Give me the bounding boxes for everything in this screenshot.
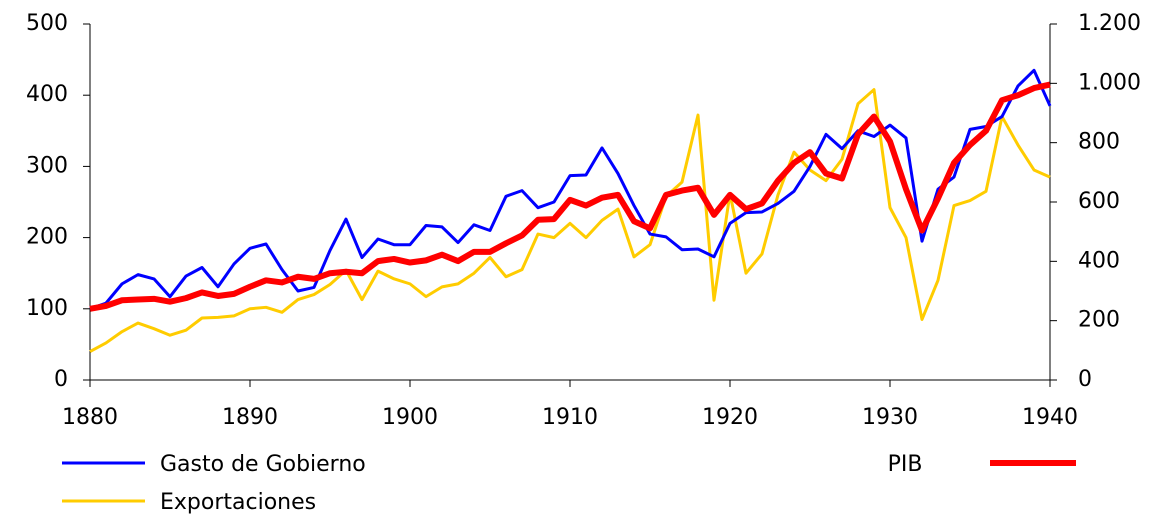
legend-label: Gasto de Gobierno	[160, 452, 366, 477]
y-tick-label: 300	[26, 153, 68, 178]
legend-label: Exportaciones	[160, 490, 316, 515]
legend-label: PIB	[888, 452, 923, 477]
y2-tick-label: 200	[1078, 308, 1120, 333]
y2-tick-label: 1.200	[1078, 11, 1141, 36]
x-tick-label: 1940	[1022, 405, 1078, 430]
x-tick-label: 1930	[862, 405, 918, 430]
x-tick-label: 1920	[702, 405, 758, 430]
y2-tick-label: 800	[1078, 130, 1120, 155]
y2-tick-label: 600	[1078, 189, 1120, 214]
y-tick-label: 400	[26, 82, 68, 107]
x-tick-label: 1900	[382, 405, 438, 430]
y-tick-label: 0	[54, 367, 68, 392]
x-tick-label: 1880	[62, 405, 118, 430]
series-line	[89, 88, 1051, 353]
x-tick-label: 1910	[542, 405, 598, 430]
y-tick-label: 200	[26, 225, 68, 250]
y2-tick-label: 0	[1078, 367, 1092, 392]
y-tick-label: 100	[26, 296, 68, 321]
y-tick-label: 500	[26, 11, 68, 36]
y2-tick-label: 1.000	[1078, 70, 1141, 95]
x-tick-label: 1890	[222, 405, 278, 430]
y2-tick-label: 400	[1078, 248, 1120, 273]
series-line	[89, 68, 1052, 311]
series-line	[89, 81, 1051, 312]
